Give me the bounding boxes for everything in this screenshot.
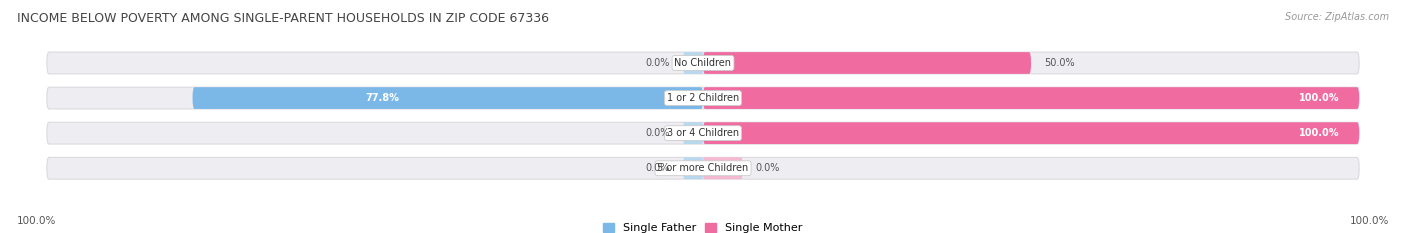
FancyBboxPatch shape <box>703 52 1031 74</box>
FancyBboxPatch shape <box>46 87 1360 109</box>
Text: 0.0%: 0.0% <box>755 163 780 173</box>
Text: 100.0%: 100.0% <box>1299 93 1340 103</box>
Text: 100.0%: 100.0% <box>1299 128 1340 138</box>
FancyBboxPatch shape <box>703 87 1360 109</box>
Text: 100.0%: 100.0% <box>1350 216 1389 226</box>
FancyBboxPatch shape <box>46 52 1360 74</box>
FancyBboxPatch shape <box>46 122 1360 144</box>
FancyBboxPatch shape <box>46 157 1360 179</box>
Text: 3 or 4 Children: 3 or 4 Children <box>666 128 740 138</box>
Legend: Single Father, Single Mother: Single Father, Single Mother <box>599 219 807 233</box>
Text: 0.0%: 0.0% <box>645 128 671 138</box>
FancyBboxPatch shape <box>683 157 703 179</box>
FancyBboxPatch shape <box>703 122 1360 144</box>
Text: 5 or more Children: 5 or more Children <box>658 163 748 173</box>
FancyBboxPatch shape <box>193 87 703 109</box>
Text: 0.0%: 0.0% <box>645 163 671 173</box>
FancyBboxPatch shape <box>683 52 703 74</box>
Text: Source: ZipAtlas.com: Source: ZipAtlas.com <box>1285 12 1389 22</box>
Text: 77.8%: 77.8% <box>366 93 399 103</box>
Text: 100.0%: 100.0% <box>17 216 56 226</box>
Text: 50.0%: 50.0% <box>1045 58 1074 68</box>
Text: 0.0%: 0.0% <box>645 58 671 68</box>
Text: No Children: No Children <box>675 58 731 68</box>
FancyBboxPatch shape <box>683 122 703 144</box>
FancyBboxPatch shape <box>703 157 742 179</box>
Text: INCOME BELOW POVERTY AMONG SINGLE-PARENT HOUSEHOLDS IN ZIP CODE 67336: INCOME BELOW POVERTY AMONG SINGLE-PARENT… <box>17 12 548 25</box>
Text: 1 or 2 Children: 1 or 2 Children <box>666 93 740 103</box>
